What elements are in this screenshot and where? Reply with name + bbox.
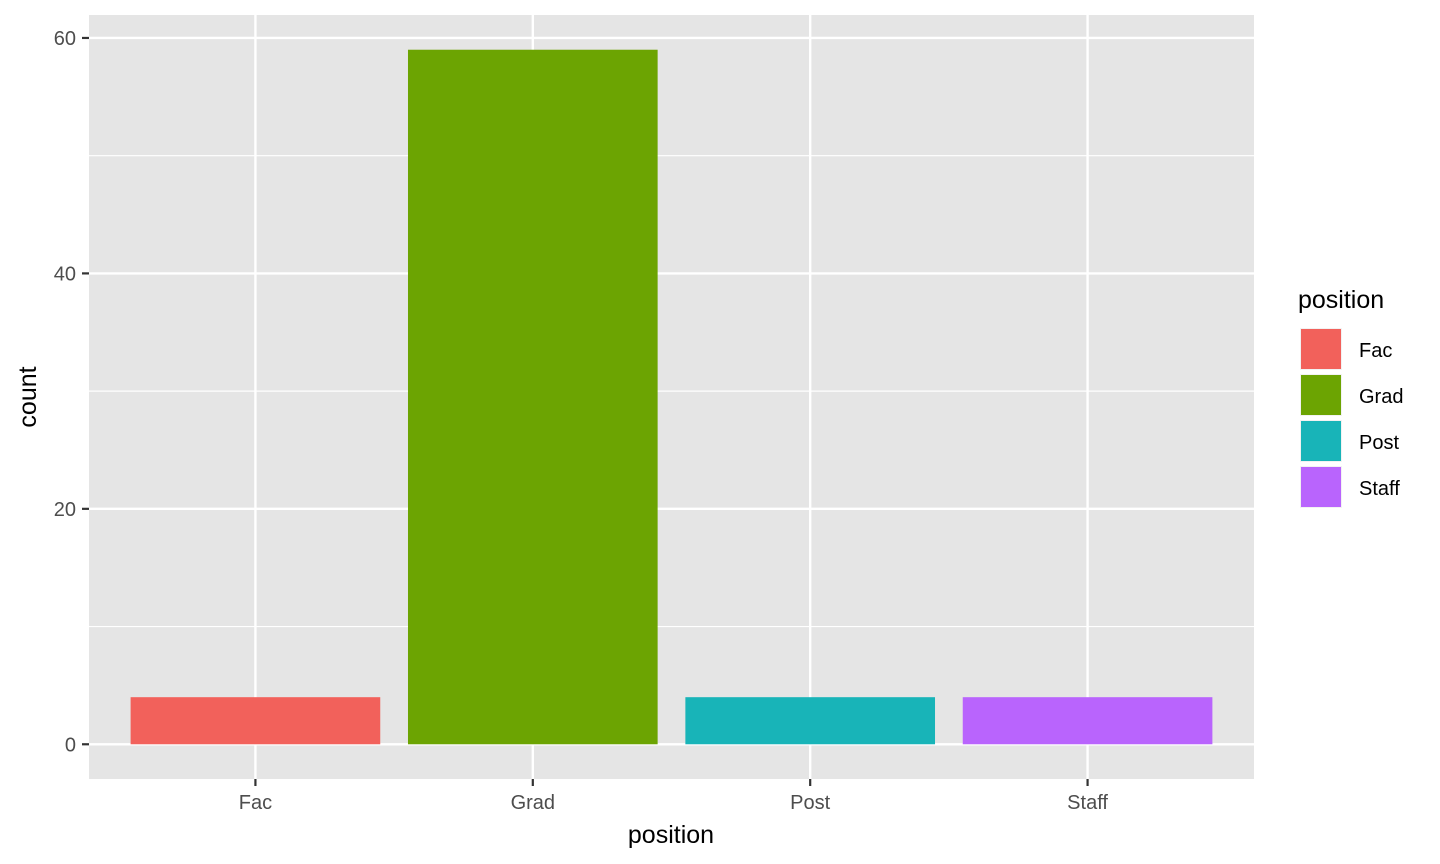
legend-title: position <box>1298 286 1384 314</box>
bar-staff <box>962 697 1213 745</box>
x-tick-label: Grad <box>511 792 555 814</box>
y-tick-label: 0 <box>65 734 76 756</box>
y-tick-label: 60 <box>54 28 76 50</box>
legend-key-staff <box>1301 467 1341 507</box>
x-tick-label: Post <box>790 792 830 814</box>
legend-label: Post <box>1359 432 1399 454</box>
minor-gridlines <box>89 155 1254 628</box>
y-tick-label: 40 <box>54 263 76 285</box>
bar-grad <box>407 49 658 745</box>
x-axis-ticks: Fac Grad Post Staff <box>239 779 1108 814</box>
legend-label: Fac <box>1359 340 1392 362</box>
y-tick-label: 20 <box>54 499 76 521</box>
bar-post <box>685 697 936 745</box>
y-axis-title: count <box>14 366 42 427</box>
y-axis-ticks: 0 20 40 60 <box>54 28 89 756</box>
bar-fac <box>130 697 381 745</box>
plot-panel <box>89 15 1254 779</box>
x-tick-label: Staff <box>1067 792 1108 814</box>
x-tick-label: Fac <box>239 792 272 814</box>
legend: position Fac Grad Post Staff <box>1298 286 1403 508</box>
bars <box>130 49 1213 745</box>
legend-key-fac <box>1301 329 1341 369</box>
legend-key-post <box>1301 421 1341 461</box>
legend-label: Grad <box>1359 386 1403 408</box>
x-axis-title: position <box>628 821 714 849</box>
legend-label: Staff <box>1359 478 1400 500</box>
legend-key-grad <box>1301 375 1341 415</box>
